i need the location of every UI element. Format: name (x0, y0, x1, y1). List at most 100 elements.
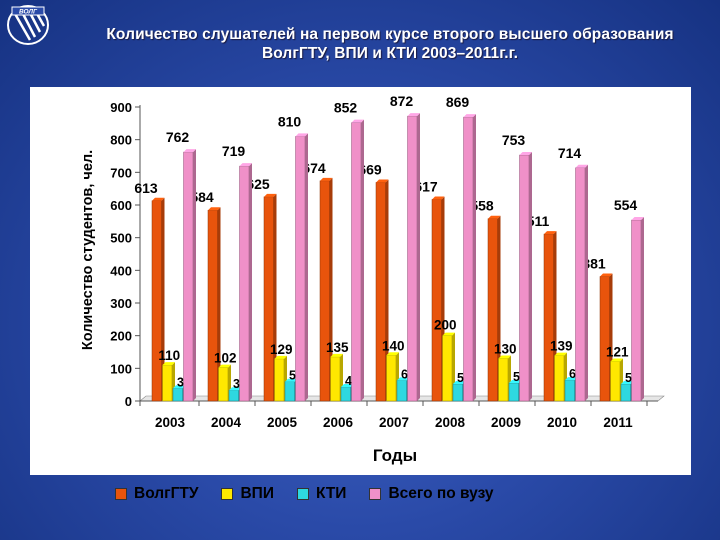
bar-front (543, 233, 554, 402)
legend-label: ВПИ (240, 485, 274, 502)
bar-top (575, 164, 588, 168)
legend-swatch (115, 488, 127, 500)
legend-swatch (369, 488, 382, 500)
chart-legend: ВолгГТУ ВПИ КТИ Всего по вузу (115, 483, 517, 505)
y-tick-label: 300 (110, 296, 132, 311)
bar-top (610, 358, 623, 362)
x-tick-label: 2003 (155, 415, 186, 430)
bar-front (274, 358, 285, 402)
bar-front (463, 116, 474, 402)
bar-top (285, 378, 298, 382)
bar-top (239, 163, 252, 167)
bar (351, 119, 364, 402)
bar-top (264, 193, 277, 197)
bar-top (463, 114, 476, 118)
bar (319, 177, 333, 402)
y-tick-label: 700 (110, 165, 132, 180)
bar-front (284, 381, 295, 402)
bar-front (610, 361, 621, 402)
legend-item: ВПИ (221, 485, 274, 503)
bar-front (218, 367, 229, 402)
bar-front (263, 196, 274, 402)
data-label: 139 (550, 339, 573, 354)
y-tick-label: 400 (110, 263, 132, 278)
bar-front (183, 151, 194, 402)
bar-top (341, 383, 354, 387)
bar-front (508, 382, 519, 402)
bar-side (361, 119, 364, 402)
bar (575, 164, 588, 402)
bar (631, 217, 644, 402)
bar-top (229, 387, 242, 391)
x-tick-label: 2009 (491, 415, 521, 430)
y-tick-label: 200 (110, 329, 132, 344)
data-label: 381 (582, 256, 606, 272)
legend-label: ВолгГТУ (134, 485, 199, 502)
bar-side (417, 113, 420, 401)
bar-front (498, 358, 509, 402)
data-label: 617 (414, 178, 438, 194)
bar (151, 197, 165, 402)
data-label: 558 (470, 198, 494, 214)
data-label: 554 (614, 197, 638, 213)
legend-item: ВолгГТУ (115, 485, 198, 503)
bar-top (488, 215, 501, 219)
legend-swatch (296, 488, 309, 500)
bar-side (273, 193, 277, 401)
y-axis-title: Количество студентов, чел. (80, 150, 96, 350)
bar-front (375, 182, 386, 402)
data-label: 714 (558, 145, 582, 161)
bar-top (183, 149, 196, 153)
bar-top (397, 377, 410, 381)
data-label: 753 (502, 132, 526, 148)
bar-top (544, 231, 557, 235)
bar-front (351, 122, 362, 402)
bar-top (631, 217, 644, 221)
bar-front (442, 335, 453, 402)
bar-top (152, 197, 165, 201)
bar (263, 193, 277, 402)
bar (239, 163, 252, 402)
bar-front (151, 200, 162, 402)
bar-front (295, 136, 306, 402)
bar-top (498, 355, 511, 359)
data-label: 762 (166, 129, 190, 145)
bar-front (386, 355, 397, 402)
bar-front (631, 219, 642, 402)
data-label: 102 (214, 351, 237, 366)
bar-side (641, 217, 644, 401)
data-label: 869 (446, 94, 470, 110)
bar-front (407, 115, 418, 402)
bar-front (396, 380, 407, 402)
data-label: 200 (434, 318, 457, 333)
data-label: 719 (222, 143, 246, 159)
bar-front (330, 356, 341, 402)
bar-top (519, 152, 532, 156)
bar-side (585, 164, 588, 401)
data-label: 135 (326, 340, 349, 355)
bar (519, 152, 532, 402)
bar-side (497, 215, 501, 401)
bar-front (564, 379, 575, 402)
bar-side (329, 177, 333, 401)
y-tick-label: 600 (110, 198, 132, 213)
bar (375, 179, 389, 402)
bar-side (193, 149, 196, 401)
bar-front (620, 383, 631, 402)
data-label: 511 (527, 213, 550, 229)
bar-side (473, 114, 476, 402)
data-label: 140 (382, 338, 405, 353)
data-label: 121 (606, 344, 629, 359)
x-tick-label: 2008 (435, 415, 466, 430)
slide-title: Количество слушателей на первом курсе вт… (60, 25, 720, 63)
data-label: 613 (134, 180, 158, 196)
bar-front (172, 388, 183, 402)
bar-top (218, 364, 231, 368)
data-label: 129 (270, 342, 293, 357)
x-tick-label: 2006 (323, 415, 354, 430)
bar (487, 215, 501, 402)
data-label: 110 (158, 348, 180, 363)
y-tick-label: 800 (110, 133, 132, 148)
data-label: 810 (278, 113, 302, 129)
